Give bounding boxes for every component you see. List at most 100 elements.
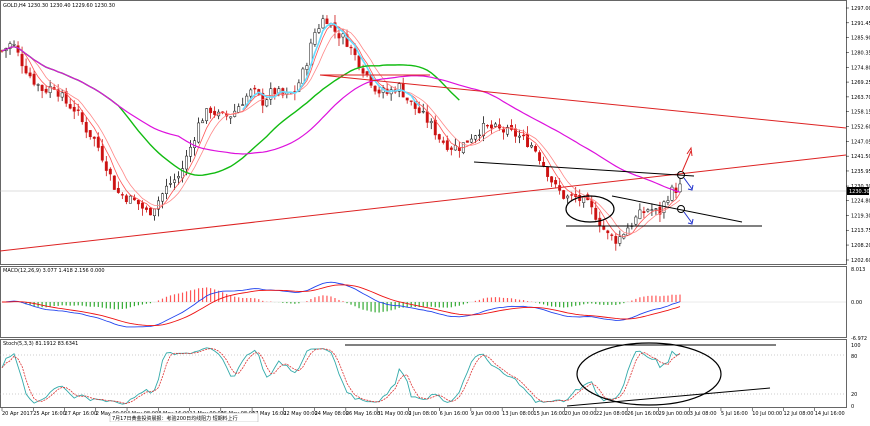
candle-body — [570, 194, 574, 196]
candle-body — [538, 152, 542, 161]
candle-body — [273, 88, 277, 95]
price-tick-label: 1297.00 — [851, 6, 870, 12]
candle-body — [201, 120, 205, 124]
candle-body — [377, 89, 381, 94]
macd-line — [1, 281, 681, 328]
blue-down-arrow-lower — [683, 211, 693, 224]
candle-body — [120, 194, 124, 196]
time-tick-label: 14 Jul 16:00 — [815, 411, 845, 417]
candle-body — [598, 217, 602, 227]
candle-body — [28, 72, 32, 77]
macd-signal-line — [2, 284, 681, 327]
macd-tick-zero: 0.00 — [851, 300, 862, 306]
symbol-header: GOLD,H4 1230.30 1230.40 1229.60 1230.30 — [3, 3, 115, 9]
candle-body — [72, 106, 76, 112]
ema-slow-line — [1, 28, 681, 234]
candle-body — [165, 185, 168, 194]
candle-body — [88, 130, 92, 138]
blue-arrow-head-upper — [687, 184, 694, 191]
time-tick-label: 31 May 00:00 — [377, 411, 411, 417]
candle-body — [546, 166, 550, 177]
candle-body — [8, 43, 12, 49]
candle-body — [489, 124, 493, 129]
candle-body — [405, 97, 409, 101]
candle-body — [409, 100, 413, 102]
candle-body — [353, 48, 357, 56]
time-tick-label: 9 Jun 00:00 — [471, 411, 500, 417]
candle-body — [429, 121, 433, 124]
candle-body — [437, 134, 441, 140]
candle-body — [181, 168, 184, 179]
candle-body — [662, 201, 666, 213]
candle-body — [373, 85, 377, 92]
candle-body — [40, 84, 44, 91]
blue-down-arrow-upper — [683, 177, 693, 190]
candle-body — [313, 32, 317, 45]
time-tick-label: 6 Jun 16:00 — [440, 411, 469, 417]
time-tick-label: 15 Jun 16:00 — [533, 411, 565, 417]
candle-body — [317, 28, 321, 33]
candle-body — [144, 207, 148, 210]
candle-body — [654, 208, 658, 210]
candle-body — [614, 236, 618, 244]
candle-body — [24, 65, 28, 74]
time-tick-label: 20 Apr 2017 — [2, 411, 33, 417]
candle-body — [465, 140, 469, 143]
time-tick-label: 17 May 16:00 — [252, 411, 286, 417]
ma-long-line — [1, 46, 681, 193]
last-price-label: 1230.30 — [849, 189, 870, 195]
price-tick-label: 1285.90 — [851, 36, 870, 42]
candle-body — [666, 200, 670, 203]
candle-body — [494, 123, 497, 127]
candle-body — [650, 209, 654, 211]
stoch-tick-20: 20 — [851, 392, 857, 398]
price-tick-label: 1213.75 — [851, 228, 870, 234]
candle-body — [249, 89, 253, 97]
candle-body — [12, 44, 16, 46]
candle-body — [550, 176, 554, 183]
candle-body — [642, 211, 646, 214]
red-resistance-trendline — [319, 74, 847, 129]
candle-body — [518, 135, 521, 138]
candle-body — [361, 68, 365, 74]
candle-body — [68, 104, 72, 109]
candle-body — [48, 86, 52, 93]
stoch-series — [1, 347, 681, 405]
candle-body — [626, 227, 630, 236]
price-tick-label: 1224.80 — [851, 199, 870, 205]
stoch-panel-frame — [0, 339, 847, 408]
candle-body — [634, 216, 638, 225]
candle-body — [522, 134, 525, 137]
candle-body — [193, 140, 197, 148]
price-tick-label: 1252.60 — [851, 125, 870, 131]
candle-body — [554, 180, 558, 185]
candle-body — [341, 33, 345, 38]
price-tick-label: 1235.95 — [851, 169, 870, 175]
stoch-header: Stoch(5,3,3) 81.1912 83.6341 — [3, 341, 78, 347]
candle-body — [481, 123, 485, 137]
candle-body — [112, 175, 116, 190]
price-tick-label: 1258.15 — [851, 110, 870, 116]
price-tick-label: 1247.05 — [851, 139, 870, 145]
last-price-box — [847, 187, 869, 195]
candle-body — [197, 122, 201, 143]
candle-body — [646, 209, 650, 212]
candle-body — [269, 88, 273, 100]
price-tick-label: 1219.30 — [851, 213, 870, 219]
candle-body — [80, 112, 84, 123]
candle-body — [189, 146, 193, 157]
candle-body — [96, 136, 100, 148]
candle-body — [104, 161, 108, 171]
candle-body — [301, 68, 305, 84]
black-ellipse-pattern — [565, 195, 615, 223]
candle-body — [205, 108, 209, 122]
price-panel-frame — [0, 0, 847, 265]
candle-body — [161, 193, 164, 202]
candle-body — [542, 161, 546, 167]
candle-body — [148, 207, 152, 216]
candle-body — [100, 146, 104, 161]
candle-body — [473, 135, 477, 140]
macd-tick-top: 8.013 — [851, 267, 865, 273]
time-tick-label: 24 May 08:00 — [315, 411, 349, 417]
